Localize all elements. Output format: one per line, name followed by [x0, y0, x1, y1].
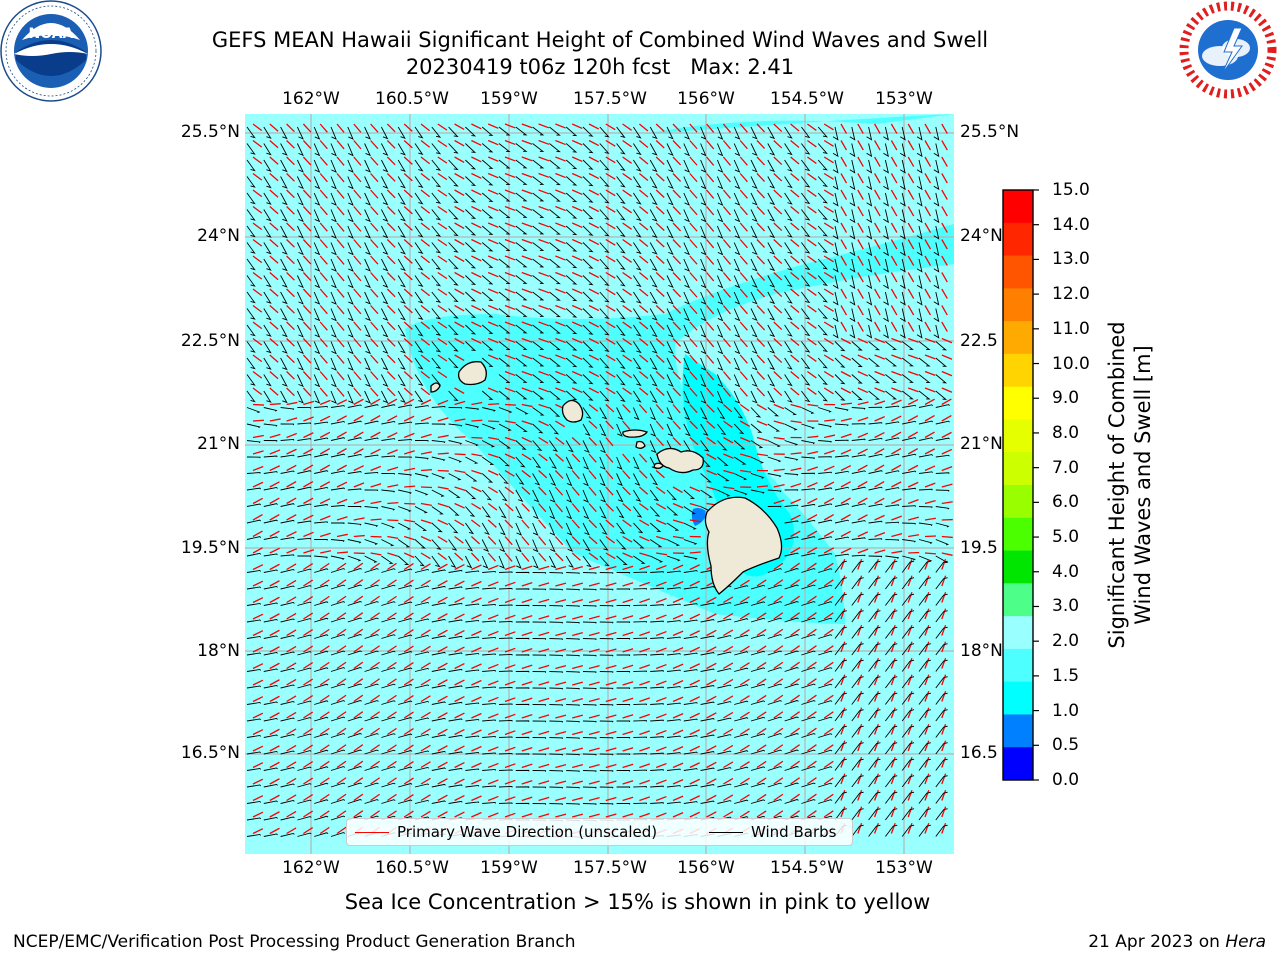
noaa-logo: NOAA: [0, 0, 102, 102]
lat-tick-label: 16.5: [960, 743, 998, 763]
colorbar-cell: [1003, 321, 1033, 355]
lon-tick-label: 154.5°W: [770, 89, 844, 109]
lat-tick-label: 19.5: [960, 538, 998, 558]
colorbar-cell: [1003, 714, 1033, 748]
colorbar-cell: [1003, 222, 1033, 257]
lat-tick-label: 22.5°N: [180, 331, 240, 351]
red-line-icon: [355, 832, 389, 833]
lon-tick-label: 156°W: [677, 858, 735, 878]
lat-tick-label: 18°N: [197, 641, 240, 661]
colorbar-cell: [1003, 386, 1033, 420]
lon-tick-label: 157.5°W: [573, 89, 647, 109]
wave-height-map: [245, 114, 954, 854]
colorbar-cell: [1003, 681, 1033, 715]
lat-tick-label: 21°N: [960, 434, 1003, 454]
colorbar-tick-label: 5.0: [1052, 527, 1080, 548]
nws-logo: [1179, 1, 1277, 99]
lat-tick-label: 22.5: [960, 331, 998, 351]
wave-zone-1.5-2.0: [405, 114, 954, 624]
legend-wave-direction-label: Primary Wave Direction (unscaled): [397, 823, 658, 841]
lat-lon-grid: [245, 114, 954, 854]
lon-tick-label: 159°W: [480, 858, 538, 878]
colorbar-cell: [1003, 583, 1033, 617]
colorbar-cell: [1003, 419, 1033, 453]
lon-tick-label: 162°W: [282, 858, 340, 878]
island-oahu: [561, 399, 584, 423]
island-kahoolawe: [653, 462, 664, 469]
colorbar-tick-label: 14.0: [1052, 214, 1090, 235]
lon-tick-label: 160.5°W: [375, 858, 449, 878]
colorbar-tick-label: 9.0: [1052, 388, 1080, 409]
lat-tick-label: 16.5°N: [180, 743, 240, 763]
footer-date-text: 21 Apr 2023 on: [1088, 932, 1226, 952]
colorbar-cell: [1003, 648, 1033, 683]
lon-tick-label: 160.5°W: [375, 89, 449, 109]
lat-tick-label: 25.5°N: [960, 122, 1020, 142]
colorbar-tick-label: 0.0: [1052, 770, 1080, 790]
colorbar-tick-label: 13.0: [1052, 249, 1090, 270]
colorbar-cell: [1003, 190, 1033, 224]
colorbar-tick-label: 4.0: [1052, 561, 1080, 582]
black-line-icon: [709, 832, 743, 833]
colorbar-tick-label: 8.0: [1052, 422, 1080, 443]
colorbar-tick-label: 0.5: [1052, 735, 1080, 756]
colorbar: [1002, 189, 1039, 781]
lat-tick-label: 24°N: [960, 226, 1003, 246]
island-niihau: [430, 382, 441, 393]
colorbar-tick-label: 10.0: [1052, 353, 1090, 374]
colorbar-tick-label: 12.0: [1052, 284, 1090, 305]
colorbar-title-line2: Wind Waves and Swell [m]: [1131, 345, 1155, 625]
colorbar-tick-label: 1.5: [1052, 665, 1080, 686]
colorbar-title-line1: Significant Height of Combined: [1105, 321, 1129, 649]
lat-tick-label: 21°N: [197, 434, 240, 454]
island-molokai: [622, 429, 649, 438]
colorbar-tick-label: 11.0: [1052, 318, 1090, 339]
lat-tick-label: 24°N: [197, 226, 240, 246]
lon-tick-label: 159°W: [480, 89, 538, 109]
legend-wind-barbs: Wind Barbs: [709, 823, 836, 841]
svg-text:NOAA: NOAA: [29, 26, 74, 42]
island-hawaii: [704, 496, 783, 595]
vector-field: [246, 123, 953, 839]
lon-tick-label: 153°W: [875, 858, 933, 878]
island-maui: [656, 447, 704, 474]
colorbar-cell: [1003, 255, 1033, 289]
lon-tick-label: 154.5°W: [770, 858, 844, 878]
map-legend: Primary Wave Direction (unscaled) Wind B…: [346, 818, 853, 846]
lon-tick-label: 162°W: [282, 89, 340, 109]
chart-title: GEFS MEAN Hawaii Significant Height of C…: [211, 28, 989, 52]
colorbar-cell: [1003, 550, 1033, 584]
colorbar-cell: [1003, 485, 1033, 519]
islands: [430, 361, 783, 595]
legend-wind-barbs-label: Wind Barbs: [751, 823, 837, 841]
lon-tick-label: 153°W: [875, 89, 933, 109]
colorbar-tick-label: 7.0: [1052, 457, 1080, 478]
lon-tick-label: 157.5°W: [573, 858, 647, 878]
colorbar-tick-label: 3.0: [1052, 596, 1080, 617]
lon-tick-label: 156°W: [677, 89, 735, 109]
colorbar-tick-label: 6.0: [1052, 492, 1080, 513]
colorbar-cell: [1003, 616, 1033, 650]
lat-tick-label: 19.5°N: [180, 538, 240, 558]
lat-tick-label: 18°N: [960, 641, 1003, 661]
chart-subtitle: 20230419 t06z 120h fcst Max: 2.41: [405, 55, 795, 79]
colorbar-tick-label: 1.0: [1052, 700, 1080, 721]
legend-wave-direction: Primary Wave Direction (unscaled): [355, 823, 657, 841]
sea-ice-note: Sea Ice Concentration > 15% is shown in …: [344, 890, 931, 914]
island-lanai: [635, 440, 646, 449]
colorbar-cell: [1003, 452, 1033, 486]
colorbar-tick-label: 2.0: [1052, 631, 1080, 652]
lat-tick-label: 25.5°N: [180, 122, 240, 142]
island-kauai: [457, 361, 487, 386]
colorbar-cell: [1003, 747, 1033, 781]
colorbar-tick-label: 15.0: [1052, 180, 1090, 200]
colorbar-cell: [1003, 288, 1033, 322]
colorbar-cell: [1003, 353, 1033, 388]
footer-date: 21 Apr 2023 on Hera: [1088, 932, 1266, 952]
footer-organization: NCEP/EMC/Verification Post Processing Pr…: [13, 932, 576, 952]
colorbar-cell: [1003, 517, 1033, 552]
footer-host: Hera: [1225, 932, 1266, 952]
